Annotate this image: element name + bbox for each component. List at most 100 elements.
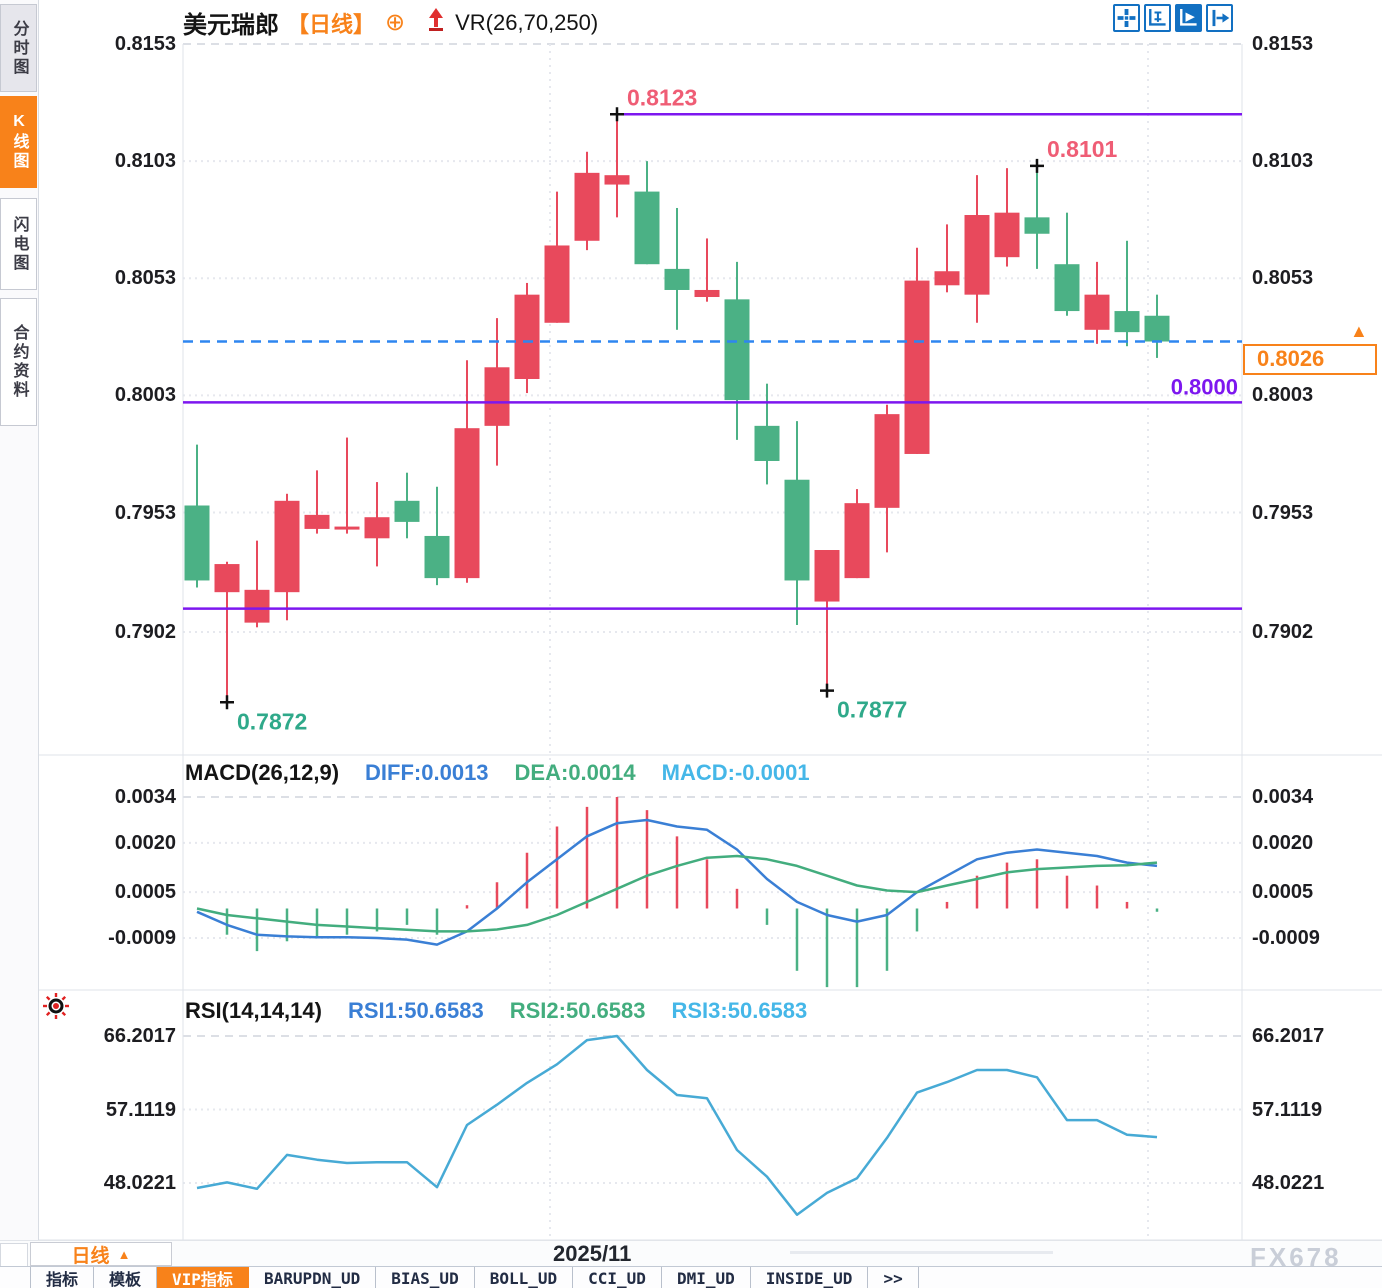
axis-tick-label: 0.8053 (114, 267, 176, 290)
candle (394, 472, 420, 539)
candle (994, 168, 1020, 267)
candle (1144, 294, 1170, 358)
candle (364, 482, 390, 567)
diff-line (196, 818, 1158, 946)
add-indicator-icon[interactable]: ⊕ (385, 8, 406, 36)
crosshair-icon (1117, 9, 1136, 27)
axes-marker-button[interactable] (1144, 4, 1171, 32)
candle (964, 175, 990, 323)
chart-header: 美元瑞郎 【日线】 ⊕ VR(26,70,250) (183, 5, 598, 40)
rsi1-value: RSI1:50.6583 (347, 998, 484, 1023)
axis-tick-label: 0.7902 (1252, 621, 1314, 643)
axis-tick-label: 57.1119 (105, 1098, 176, 1121)
bottom-tab-1[interactable]: 指标 (30, 1267, 95, 1288)
candle (1024, 165, 1050, 269)
macd-macd-value: MACD:-0.0001 (661, 760, 810, 785)
axis-tick-label: 0.8003 (1252, 384, 1314, 407)
rsi-header: RSI(14,14,14) RSI1:50.6583 RSI2:50.6583 … (185, 998, 807, 1024)
rsi-name: RSI(14,14,14) (185, 998, 322, 1023)
axis-tick-label: 0.8003 (114, 384, 176, 407)
axis-tick-label: -0.0009 (1252, 927, 1320, 949)
level-label: 0.8000 (1171, 374, 1238, 399)
macd-name: MACD(26,12,9) (185, 760, 340, 785)
axis-tick-label: 66.2017 (1252, 1025, 1325, 1047)
macd-dea-value: DEA:0.0014 (514, 760, 636, 785)
bottom-bar: 日线 ▲ 2025/11 FX678 指标 模板 VIP指标 BARUPDN_UD BI… (0, 1240, 1382, 1288)
axis-tick-label: 0.0005 (1252, 881, 1314, 904)
period-label: 【日线】 (287, 11, 376, 37)
caret-up-icon: ▲ (117, 1246, 131, 1262)
period-selector[interactable]: 日线 ▲ (30, 1242, 172, 1267)
candle (1084, 261, 1110, 344)
candle (814, 550, 840, 691)
bottom-tab-10[interactable]: >> (868, 1267, 919, 1288)
candle (304, 470, 330, 534)
axis-tick-label: 0.7953 (1252, 501, 1314, 524)
axis-tick-label: 66.2017 (103, 1025, 176, 1047)
high-price-label: 0.8123 (627, 84, 697, 110)
axes-play-button[interactable] (1175, 4, 1202, 32)
axis-tick-label: 0.8053 (1252, 267, 1314, 290)
axis-tick-label: 0.8103 (1252, 150, 1314, 173)
overlay-indicator-label: VR(26,70,250) (455, 9, 599, 35)
rsi-line (196, 1034, 1158, 1216)
high-price-label: 0.8101 (1047, 136, 1118, 162)
bottom-tab-6[interactable]: BOLL_UD (475, 1267, 574, 1288)
cross-marker (1030, 158, 1044, 173)
crosshair-button[interactable] (1113, 4, 1140, 32)
macd-header: MACD(26,12,9) DIFF:0.0013 DEA:0.0014 MAC… (185, 760, 810, 786)
scrollbar[interactable] (790, 1251, 1053, 1254)
candle (184, 444, 210, 588)
gridlines (39, 43, 1382, 1241)
bottom-tab-3[interactable]: VIP指标 (157, 1267, 249, 1288)
cross-marker (220, 695, 234, 710)
cross-marker (820, 683, 834, 698)
exit-right-button[interactable] (1206, 4, 1233, 32)
sidebar: 分时图 K线图闪电图合约资料 (0, 0, 39, 1288)
bottom-tab-7[interactable]: CCI_UD (573, 1267, 662, 1288)
candle (484, 318, 510, 466)
indicator-tab-row: 指标 模板 VIP指标 BARUPDN_UD BIAS_UD BOLL_UD CCI_UD D… (0, 1266, 1382, 1288)
candle (904, 247, 930, 454)
dea-line (196, 854, 1158, 933)
level-lines: 0.8000 (183, 113, 1242, 610)
sidebar-tab-4[interactable]: 合约资料 (0, 298, 37, 426)
macd-layer (196, 797, 1159, 1216)
candle (844, 489, 870, 579)
candle (604, 114, 630, 218)
sidebar-tab-2[interactable]: K线图 (0, 96, 37, 188)
candle (454, 360, 480, 583)
sidebar-tab-3[interactable]: 闪电图 (0, 198, 37, 290)
axis-tick-label: 0.8103 (114, 150, 176, 173)
axis-tick-label: 0.7902 (114, 621, 176, 643)
rsi2-value: RSI2:50.6583 (509, 998, 646, 1023)
candle (754, 383, 780, 485)
axis-tick-label: 0.0034 (114, 786, 176, 808)
candle (1114, 240, 1140, 347)
axis-tick-label: 0.0034 (1252, 786, 1314, 808)
candle (1054, 212, 1080, 316)
exit-right-icon (1212, 9, 1230, 27)
axis-tick-label: 48.0221 (1252, 1172, 1325, 1194)
bottom-tab-2[interactable]: 模板 (94, 1267, 158, 1288)
axis-tick-label: 0.7953 (114, 501, 176, 524)
candle (694, 238, 720, 302)
period-selector-label: 日线 (71, 1245, 110, 1267)
sidebar-tab-1[interactable]: 分时图 (0, 4, 37, 92)
candle (334, 437, 360, 534)
sun-icon[interactable] (42, 992, 70, 1020)
axis-tick-label: -0.0009 (108, 927, 176, 949)
candle (724, 261, 750, 440)
bottom-tab-4[interactable]: BARUPDN_UD (249, 1267, 377, 1288)
x-axis-date-label: 2025/11 (553, 1241, 632, 1266)
candle (214, 561, 240, 703)
candle (874, 404, 900, 553)
bottom-tab-5[interactable]: BIAS_UD (376, 1267, 475, 1288)
bottom-tab-9[interactable]: INSIDE_UD (751, 1267, 869, 1288)
candle (424, 486, 450, 586)
bottom-tab-8[interactable]: DMI_UD (662, 1267, 751, 1288)
candle (664, 207, 690, 330)
arrow-up-icon (427, 7, 445, 38)
axis-tick-label: 0.8153 (114, 33, 176, 55)
